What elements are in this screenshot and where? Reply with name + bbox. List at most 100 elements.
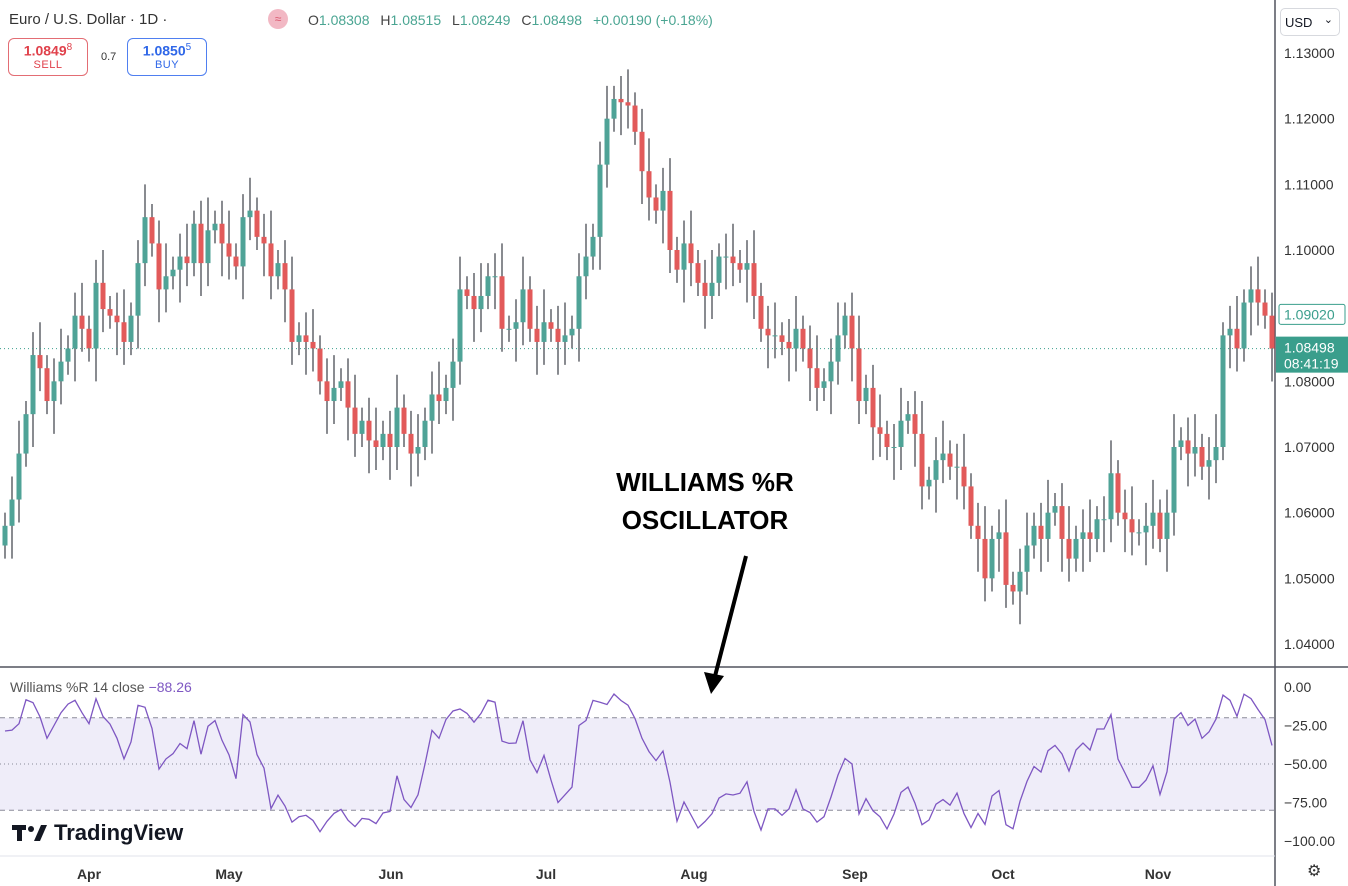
candle-body bbox=[296, 335, 302, 342]
candle-body bbox=[51, 381, 57, 402]
candle-body bbox=[9, 499, 15, 526]
candle-body bbox=[912, 414, 918, 434]
candle-body bbox=[821, 381, 827, 388]
candle-body bbox=[338, 381, 344, 388]
buy-label: BUY bbox=[154, 58, 180, 71]
annotation-line-2: OSCILLATOR bbox=[621, 505, 789, 535]
sell-button[interactable]: 1.08498 SELL bbox=[8, 38, 88, 76]
candle-body bbox=[1136, 532, 1142, 534]
tradingview-logo[interactable]: TradingView bbox=[12, 820, 183, 846]
candle-body bbox=[849, 315, 855, 349]
price-tick-label: 1.08000 bbox=[1284, 373, 1335, 389]
candle-body bbox=[1227, 328, 1233, 336]
candle-body bbox=[268, 243, 274, 277]
candle-body bbox=[499, 276, 505, 329]
tradingview-logo-icon bbox=[12, 825, 47, 841]
candle-body bbox=[660, 190, 666, 211]
candle-body bbox=[569, 328, 575, 336]
candle-body bbox=[247, 210, 253, 218]
last-price-text: 1.08498 bbox=[1284, 340, 1335, 356]
candle-body bbox=[1031, 525, 1037, 546]
candle-body bbox=[590, 236, 596, 257]
candle-body bbox=[30, 355, 36, 415]
candle-body bbox=[1164, 512, 1170, 539]
williams-r-tick-label: −75.00 bbox=[1284, 795, 1327, 811]
williams-r-value: −88.26 bbox=[148, 679, 192, 695]
candle-body bbox=[1038, 525, 1044, 539]
candle-body bbox=[744, 263, 750, 270]
candle-body bbox=[184, 256, 190, 264]
candle-body bbox=[632, 105, 638, 132]
candle-body bbox=[282, 263, 288, 290]
candle-body bbox=[751, 263, 757, 296]
candle-body bbox=[786, 341, 792, 349]
candle-body bbox=[541, 322, 547, 342]
candle-body bbox=[450, 361, 456, 388]
candle-body bbox=[44, 368, 50, 402]
williams-r-legend[interactable]: Williams %R 14 close −88.26 bbox=[10, 679, 192, 695]
williams-r-line bbox=[4, 693, 1273, 833]
candle-body bbox=[156, 243, 162, 290]
candle-body bbox=[1269, 315, 1275, 349]
buy-button[interactable]: 1.08505 BUY bbox=[127, 38, 207, 76]
countdown-text: 08:41:19 bbox=[1284, 356, 1339, 372]
candle-body bbox=[359, 420, 365, 434]
candle-body bbox=[79, 315, 85, 329]
currency-label: USD bbox=[1285, 15, 1313, 30]
candle-body bbox=[492, 276, 498, 278]
candle-body bbox=[611, 98, 617, 119]
candle-body bbox=[1157, 512, 1163, 539]
candle-body bbox=[870, 387, 876, 428]
candle-body bbox=[947, 453, 953, 467]
candle-body bbox=[1192, 447, 1198, 454]
candle-body bbox=[72, 315, 78, 349]
approx-equal-icon[interactable]: ≈ bbox=[268, 9, 288, 29]
candle-body bbox=[2, 525, 8, 546]
candle-body bbox=[968, 486, 974, 526]
price-tick-label: 1.13000 bbox=[1284, 45, 1335, 61]
candle-body bbox=[373, 440, 379, 447]
sell-label: SELL bbox=[33, 58, 63, 71]
candle-body bbox=[485, 276, 491, 296]
candle-body bbox=[205, 230, 211, 264]
candle-body bbox=[975, 525, 981, 539]
candle-body bbox=[989, 538, 995, 579]
candle-body bbox=[471, 295, 477, 310]
candle-body bbox=[1262, 302, 1268, 316]
williams-r-tick-label: −50.00 bbox=[1284, 756, 1327, 772]
open-value: 1.08308 bbox=[318, 12, 370, 28]
candle-body bbox=[219, 223, 225, 244]
candle-body bbox=[618, 98, 624, 103]
candle-body bbox=[513, 322, 519, 329]
candle-body bbox=[331, 387, 337, 402]
annotation-arrow bbox=[712, 555, 748, 681]
candle-body bbox=[1010, 584, 1016, 592]
candle-body bbox=[58, 361, 64, 382]
candle-body bbox=[1066, 538, 1072, 559]
candle-body bbox=[1129, 519, 1135, 533]
candle-body bbox=[933, 460, 939, 480]
candle-body bbox=[877, 427, 883, 434]
candle-body bbox=[226, 243, 232, 257]
candle-body bbox=[1003, 532, 1009, 585]
candle-body bbox=[394, 407, 400, 447]
candle-body bbox=[562, 335, 568, 342]
candle-body bbox=[1171, 447, 1177, 513]
candle-body bbox=[940, 453, 946, 461]
candle-body bbox=[758, 295, 764, 329]
candle-body bbox=[576, 276, 582, 329]
candle-body bbox=[646, 171, 652, 198]
last-price-bg bbox=[1276, 336, 1348, 373]
symbol-title[interactable]: Euro / U.S. Dollar · 1D · bbox=[9, 11, 168, 28]
candle-body bbox=[163, 276, 169, 290]
candle-body bbox=[1220, 335, 1226, 447]
candle-body bbox=[709, 282, 715, 296]
candle-body bbox=[1241, 302, 1247, 349]
candle-body bbox=[401, 407, 407, 434]
candle-body bbox=[1017, 571, 1023, 592]
currency-selector[interactable]: USD ⌄ bbox=[1280, 8, 1340, 36]
candle-body bbox=[695, 263, 701, 283]
settings-icon[interactable]: ⚙ bbox=[1307, 863, 1322, 880]
candle-body bbox=[1059, 506, 1065, 539]
